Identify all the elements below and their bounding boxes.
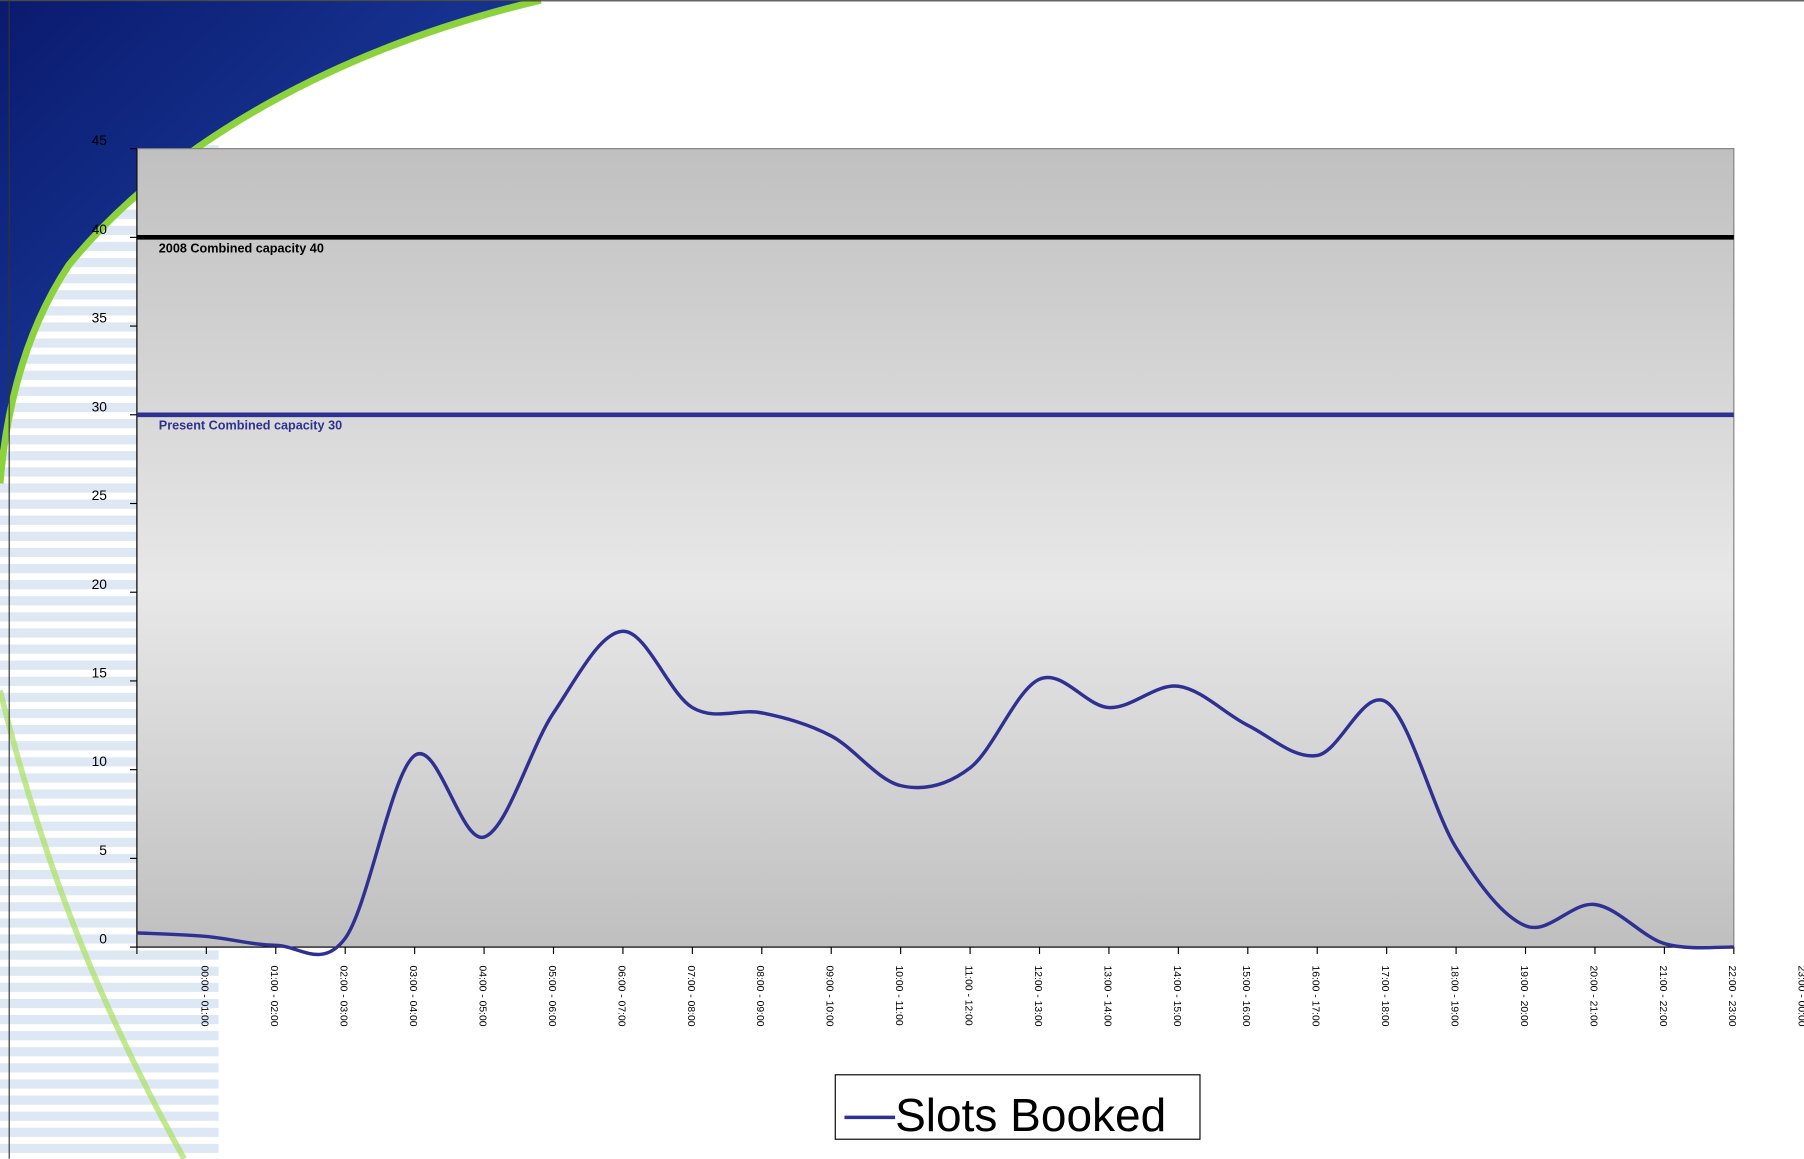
x-tick-label: 03:00 - 04:00: [407, 965, 418, 1026]
legend-label: Slots Booked: [895, 1089, 1166, 1141]
x-tick-label: 18:00 - 19:00: [1448, 965, 1459, 1026]
x-tick-label: 17:00 - 18:00: [1379, 965, 1390, 1026]
x-tick-label: 19:00 - 20:00: [1518, 965, 1529, 1026]
x-tick-label: 23:00 - 00:00: [1796, 965, 1804, 1026]
x-tick-label: 10:00 - 11:00: [893, 965, 904, 1025]
swoosh-edge: [0, 0, 542, 484]
x-tick-label: 14:00 - 15:00: [1171, 965, 1182, 1026]
x-tick-label: 13:00 - 14:00: [1101, 965, 1112, 1026]
y-tick-label: 5: [99, 843, 107, 858]
y-tick-label: 20: [92, 577, 108, 592]
x-tick-label: 22:00 - 23:00: [1726, 965, 1737, 1026]
series-line: [136, 629, 1734, 957]
x-tick-label: 00:00 - 01:00: [199, 965, 210, 1026]
y-tick-label: 35: [92, 311, 108, 326]
y-tick-label: 30: [92, 399, 108, 414]
x-tick-label: 15:00 - 16:00: [1240, 965, 1251, 1026]
x-tick-label: 11:00 - 12:00: [962, 965, 973, 1025]
x-tick-label: 02:00 - 03:00: [338, 965, 349, 1026]
reference-label: 2008 Combined capacity 40: [159, 241, 324, 255]
swoosh: [0, 0, 541, 484]
x-tick-label: 20:00 - 21:00: [1587, 965, 1598, 1026]
y-tick-label: 0: [99, 932, 107, 947]
reference-label: Present Combined capacity 30: [159, 419, 342, 433]
x-tick-label: 08:00 - 09:00: [754, 965, 765, 1026]
x-tick-label: 06:00 - 07:00: [615, 965, 626, 1026]
legend-box: [834, 1074, 1201, 1140]
y-tick-label: 40: [92, 222, 108, 237]
x-tick-label: 09:00 - 10:00: [824, 965, 835, 1026]
y-tick-label: 10: [92, 754, 108, 769]
swoosh-curve: [0, 689, 187, 1159]
x-tick-label: 05:00 - 06:00: [546, 965, 557, 1026]
x-tick-label: 01:00 - 02:00: [268, 965, 279, 1026]
y-tick-label: 25: [92, 488, 108, 503]
plot-area: [136, 148, 1735, 948]
x-tick-label: 12:00 - 13:00: [1032, 965, 1043, 1026]
x-tick-label: 07:00 - 08:00: [685, 965, 696, 1026]
x-tick-label: 16:00 - 17:00: [1310, 965, 1321, 1026]
y-tick-label: 15: [92, 665, 108, 680]
y-tick-label: 45: [92, 133, 108, 148]
x-tick-label: 04:00 - 05:00: [476, 965, 487, 1026]
legend: Slots Booked: [834, 1074, 1201, 1141]
x-tick-label: 21:00 - 22:00: [1657, 965, 1668, 1026]
